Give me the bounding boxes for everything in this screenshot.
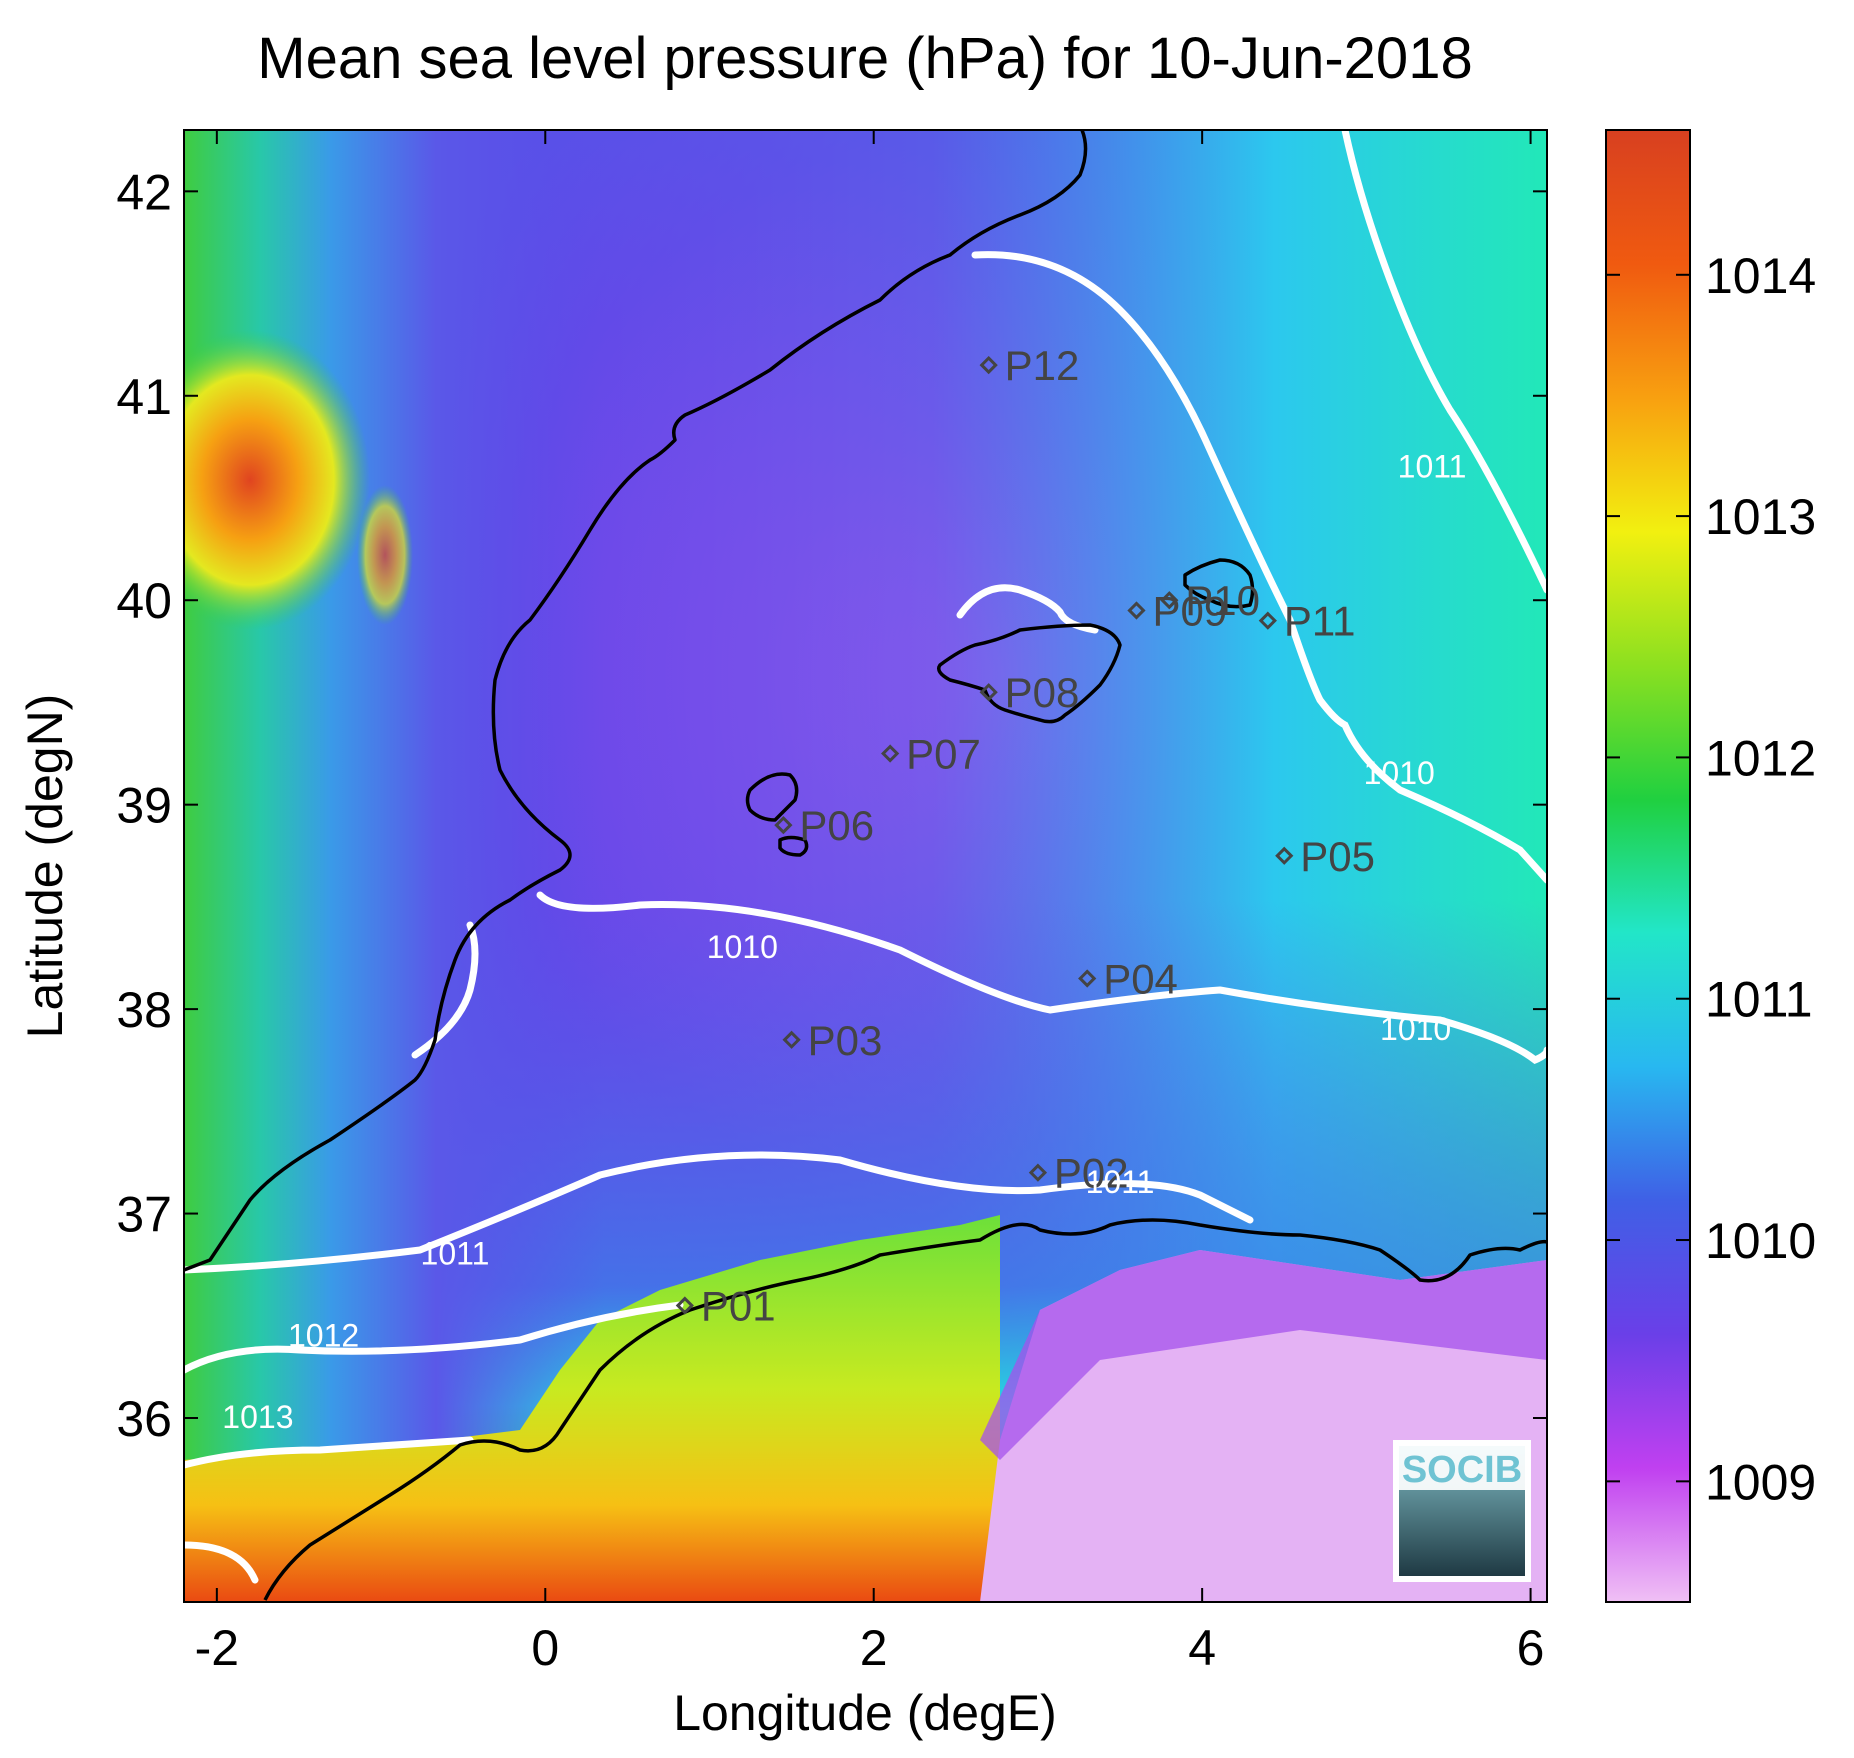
colorbar-tick-label: 1012 xyxy=(1705,730,1816,786)
station-label: P05 xyxy=(1300,833,1375,880)
station-p08[interactable]: P08 xyxy=(979,669,1080,716)
station-p09[interactable]: P09 xyxy=(1127,587,1227,634)
station-marker xyxy=(1127,601,1146,620)
isobar-1011-south xyxy=(184,1151,1254,1274)
colorbar-tick-label: 1014 xyxy=(1705,248,1816,304)
station-marker xyxy=(1160,591,1179,610)
x-tick-label: 4 xyxy=(1188,1620,1216,1676)
contour-labels-layer: 1010 1010 1010 1011 1011 1011 1012 1013 xyxy=(222,449,1466,1436)
coastline-menorca xyxy=(1183,558,1255,609)
station-marker xyxy=(1028,1163,1048,1182)
isobar-1010-east xyxy=(971,251,1547,884)
station-label: P12 xyxy=(1005,342,1080,389)
north-africa-land-west xyxy=(184,1215,1000,1602)
isobar-1010-west xyxy=(411,921,479,1059)
station-label: P08 xyxy=(1005,669,1080,716)
station-marker xyxy=(1258,611,1277,630)
coastline-north-africa xyxy=(263,1218,1547,1601)
north-africa-transition xyxy=(980,1250,1547,1460)
y-axis: 36 37 38 39 40 41 42 xyxy=(116,164,1547,1447)
x-tick-label: -2 xyxy=(195,1620,239,1676)
colorbar-tick-label: 1010 xyxy=(1705,1213,1816,1269)
socib-logo: SOCIB xyxy=(1393,1440,1531,1582)
colorbar-tick-label: 1009 xyxy=(1705,1454,1816,1510)
y-axis-label: Latitude (degN) xyxy=(17,694,73,1039)
coastlines xyxy=(184,130,1547,1601)
station-p12[interactable]: P12 xyxy=(979,342,1080,389)
station-marker xyxy=(979,355,998,375)
station-p02[interactable]: P02 xyxy=(1028,1150,1129,1197)
station-marker xyxy=(774,815,793,835)
chart-title: Mean sea level pressure (hPa) for 10-Jun… xyxy=(257,26,1472,91)
isobar-1013 xyxy=(184,1436,474,1469)
station-label: P09 xyxy=(1152,587,1227,634)
station-p03[interactable]: P03 xyxy=(782,1017,883,1064)
logo-top-band xyxy=(1399,1446,1525,1490)
station-marker xyxy=(979,683,998,702)
logo-text: SOCIB xyxy=(1402,1449,1522,1491)
colorbar: 1009 1010 1011 1012 1013 1014 xyxy=(1605,129,1816,1603)
x-tick-label: 2 xyxy=(860,1620,888,1676)
station-label: P02 xyxy=(1054,1150,1129,1197)
isobar-1014 xyxy=(184,1541,259,1584)
y-tick-label: 42 xyxy=(116,164,172,220)
colorbar-tick-label: 1013 xyxy=(1705,489,1816,545)
x-tick-label: 6 xyxy=(1517,1620,1545,1676)
high-pressure-iberia xyxy=(184,330,370,630)
station-p06[interactable]: P06 xyxy=(774,802,874,849)
station-label: P10 xyxy=(1185,577,1260,624)
colorbar-ticks: 1009 1010 1011 1012 1013 1014 xyxy=(1606,248,1816,1510)
isobar-1010-mallorca xyxy=(956,584,1099,634)
coastline-iberia-east xyxy=(184,130,1088,1272)
y-tick-label: 40 xyxy=(116,573,172,629)
contour-label: 1011 xyxy=(1086,1164,1155,1200)
station-p07[interactable]: P07 xyxy=(881,731,981,778)
station-marker xyxy=(881,744,900,763)
station-p04[interactable]: P04 xyxy=(1078,955,1178,1002)
colorbar-bar xyxy=(1605,129,1691,1603)
coastline-formentera xyxy=(778,835,809,857)
x-axis-label: Longitude (degE) xyxy=(673,1685,1057,1741)
station-label: P01 xyxy=(701,1283,776,1330)
station-marker xyxy=(675,1296,694,1315)
x-axis: -2 0 2 4 6 xyxy=(195,130,1545,1676)
x-tick-label: 0 xyxy=(531,1620,559,1676)
station-label: P11 xyxy=(1284,598,1356,645)
plot-frame xyxy=(183,129,1548,1603)
station-marker xyxy=(1078,969,1097,988)
colorbar-tick-label: 1011 xyxy=(1705,972,1813,1028)
station-label: P03 xyxy=(808,1017,883,1064)
y-tick-label: 41 xyxy=(116,369,172,425)
contour-label: 1010 xyxy=(1380,1011,1451,1047)
y-tick-label: 38 xyxy=(116,982,172,1038)
contour-label: 1011 xyxy=(421,1236,490,1272)
high-pressure-iberia-secondary xyxy=(357,485,413,625)
station-marker xyxy=(1275,846,1294,865)
contour-label: 1010 xyxy=(1364,755,1435,791)
isobar-contours xyxy=(184,130,1547,1584)
contour-label: 1012 xyxy=(288,1317,359,1353)
station-p10[interactable]: P10 xyxy=(1160,577,1260,624)
contour-label: 1011 xyxy=(1398,449,1467,485)
station-label: P06 xyxy=(799,802,874,849)
isobar-1012 xyxy=(184,1301,684,1374)
y-tick-label: 37 xyxy=(116,1187,172,1243)
isobar-1011-northeast xyxy=(1341,130,1547,594)
coastline-ibiza xyxy=(745,772,799,822)
isobar-1010-south xyxy=(536,891,1547,1065)
station-p11[interactable]: P11 xyxy=(1258,598,1356,645)
contour-label: 1013 xyxy=(222,1399,293,1435)
y-tick-label: 39 xyxy=(116,778,172,834)
station-marker xyxy=(782,1030,801,1049)
y-tick-label: 36 xyxy=(116,1391,172,1447)
station-label: P07 xyxy=(906,731,981,778)
station-p05[interactable]: P05 xyxy=(1275,833,1375,880)
station-label: P04 xyxy=(1103,955,1178,1002)
station-p01[interactable]: P01 xyxy=(675,1283,776,1330)
contour-label: 1010 xyxy=(707,929,778,965)
